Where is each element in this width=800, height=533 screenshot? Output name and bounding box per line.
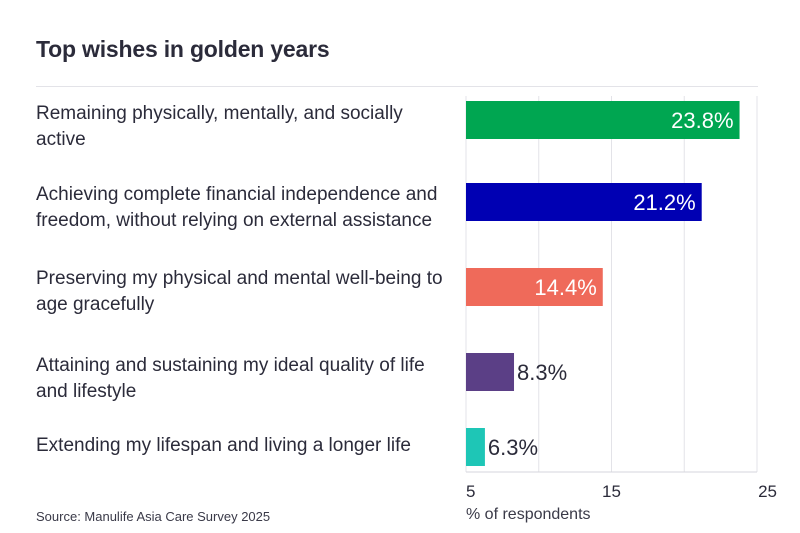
category-label-4: Extending my lifespan and living a longe… (36, 435, 411, 456)
x-tick-label: 25 (758, 482, 777, 501)
bar-2 (466, 268, 603, 306)
category-label-0: Remaining physically, mentally, and soci… (36, 103, 403, 150)
category-label-3: Attaining and sustaining my ideal qualit… (36, 355, 425, 402)
bar-value-label-0: 23.8% (671, 108, 733, 133)
category-label-1: Achieving complete financial independenc… (36, 184, 438, 231)
bar-value-label-2: 14.4% (534, 275, 596, 300)
bar-0 (466, 101, 740, 139)
title-divider (36, 86, 758, 87)
bar-4 (466, 428, 485, 466)
category-label-2: Preserving my physical and mental well-b… (36, 268, 443, 315)
source-note: Source: Manulife Asia Care Survey 2025 (36, 509, 271, 524)
x-tick-label: 5 (466, 482, 475, 501)
bar-1 (466, 183, 702, 221)
x-axis-label: % of respondents (466, 506, 591, 523)
bars: 23.8% 21.2% 14.4% 8.3% 6.3% (466, 101, 740, 466)
bar-value-label-3: 8.3% (517, 360, 567, 385)
bar-3 (466, 353, 515, 391)
x-axis-ticks: 5 15 25 (466, 482, 777, 501)
chart-title: Top wishes in golden years (36, 36, 330, 62)
bar-value-label-4: 6.3% (488, 435, 538, 460)
bar-value-label-1: 21.2% (633, 190, 695, 215)
x-tick-label: 15 (602, 482, 621, 501)
